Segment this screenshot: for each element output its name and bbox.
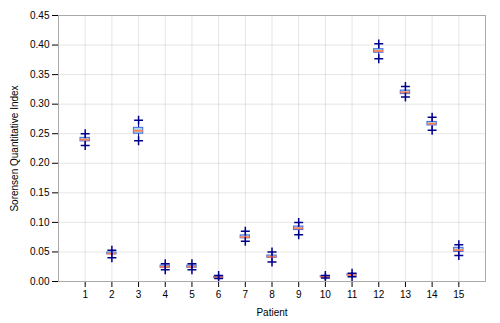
svg-text:Sorensen Quantitative Index: Sorensen Quantitative Index xyxy=(9,85,20,211)
svg-text:0.45: 0.45 xyxy=(30,10,50,21)
svg-text:4: 4 xyxy=(162,289,168,300)
svg-text:0.35: 0.35 xyxy=(30,69,50,80)
svg-text:0.15: 0.15 xyxy=(30,187,50,198)
svg-text:0.25: 0.25 xyxy=(30,128,50,139)
svg-text:15: 15 xyxy=(453,289,465,300)
svg-text:14: 14 xyxy=(427,289,439,300)
svg-text:1: 1 xyxy=(82,289,88,300)
svg-text:5: 5 xyxy=(189,289,195,300)
svg-text:10: 10 xyxy=(320,289,332,300)
svg-text:0.40: 0.40 xyxy=(30,39,50,50)
svg-text:0.30: 0.30 xyxy=(30,98,50,109)
svg-text:6: 6 xyxy=(216,289,222,300)
svg-text:3: 3 xyxy=(136,289,142,300)
svg-text:Patient: Patient xyxy=(256,307,287,318)
svg-text:8: 8 xyxy=(269,289,275,300)
svg-text:13: 13 xyxy=(400,289,412,300)
svg-text:0.05: 0.05 xyxy=(30,246,50,257)
svg-text:12: 12 xyxy=(373,289,385,300)
svg-text:0.20: 0.20 xyxy=(30,157,50,168)
svg-text:2: 2 xyxy=(109,289,115,300)
svg-text:7: 7 xyxy=(243,289,249,300)
svg-text:11: 11 xyxy=(347,289,358,300)
svg-text:0.00: 0.00 xyxy=(30,276,50,287)
svg-text:9: 9 xyxy=(296,289,302,300)
svg-text:0.10: 0.10 xyxy=(30,217,50,228)
